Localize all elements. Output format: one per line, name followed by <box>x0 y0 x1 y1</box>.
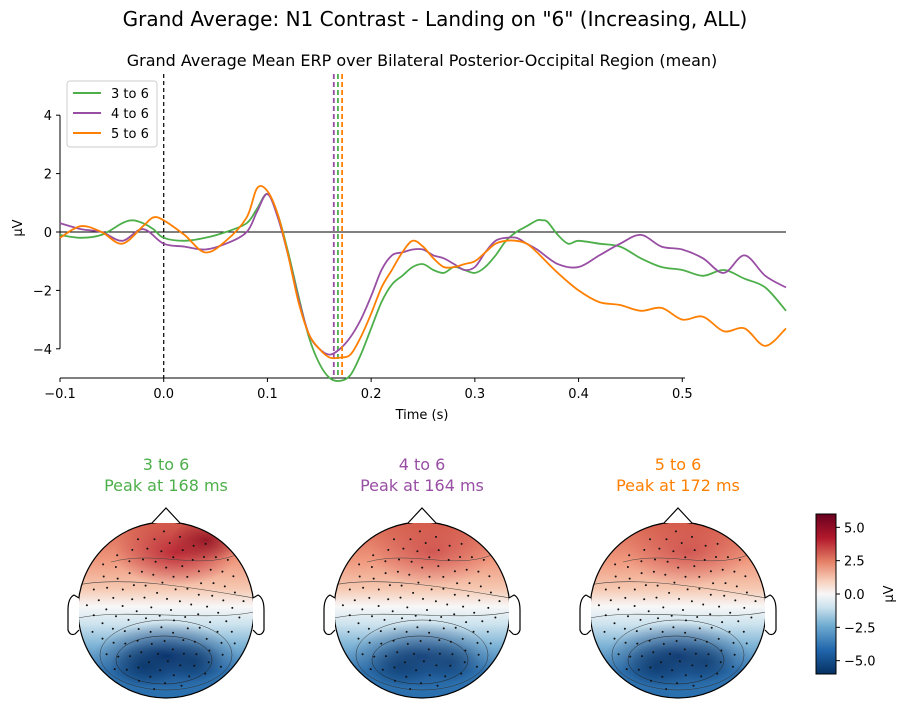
right-ear-icon <box>252 594 265 636</box>
y-tick-label: −4 <box>33 343 52 358</box>
topomap-title: 5 to 6 <box>655 455 702 474</box>
topomap-peak-label: Peak at 172 ms <box>616 476 740 495</box>
x-tick-label: 0.0 <box>153 387 174 402</box>
topomap-peak-label: Peak at 164 ms <box>360 476 484 495</box>
left-ear-icon <box>579 594 592 636</box>
erp-chart-title: Grand Average Mean ERP over Bilateral Po… <box>127 51 718 70</box>
colorbar-tick-label: 2.5 <box>844 555 865 570</box>
right-ear-icon <box>508 594 521 636</box>
erp-series-group <box>59 74 787 382</box>
y-tick-label: −2 <box>33 284 52 299</box>
legend-entry: 3 to 6 <box>111 87 149 102</box>
sensor-dots <box>85 530 245 690</box>
erp-legend: 3 to 6 4 to 6 5 to 6 <box>66 80 158 148</box>
sensor-dots <box>341 530 501 690</box>
topomap-field <box>590 522 766 698</box>
x-tick-label: 0.3 <box>465 387 486 402</box>
series-line-3 <box>59 185 787 360</box>
x-tick-label: 0.1 <box>257 387 278 402</box>
y-tick-label: 2 <box>44 168 52 183</box>
nose-icon <box>151 507 181 524</box>
legend-entry: 5 to 6 <box>111 127 149 142</box>
topomap-field <box>334 522 510 698</box>
x-tick-label: 0.5 <box>672 387 693 402</box>
x-tick-label: 0.4 <box>568 387 589 402</box>
sensor-dots <box>597 530 757 690</box>
legend-frame <box>66 80 158 148</box>
right-ear-icon <box>764 594 777 636</box>
colorbar-scale <box>815 513 837 675</box>
topomap-row: 3 to 6 Peak at 168 ms 4 to 6 Peak at 164 ms… <box>67 455 777 699</box>
colorbar-tick-label: −5.0 <box>844 655 876 670</box>
legend-entry: 4 to 6 <box>111 107 149 122</box>
topomap-title: 4 to 6 <box>399 455 446 474</box>
topomap-1: 3 to 6 Peak at 168 ms <box>67 455 265 699</box>
topomap-3: 5 to 6 Peak at 172 ms <box>579 455 777 699</box>
x-tick-label: 0.2 <box>361 387 382 402</box>
topomap-title: 3 to 6 <box>143 455 190 474</box>
figure-suptitle: Grand Average: N1 Contrast - Landing on … <box>123 7 748 31</box>
colorbar-tick-label: 5.0 <box>844 521 865 536</box>
topomap-peak-label: Peak at 168 ms <box>104 476 228 495</box>
colorbar-tick-label: −2.5 <box>844 621 876 636</box>
colorbar: µV 5.0 2.5 0.0 −2.5 −5.0 <box>815 513 897 675</box>
left-ear-icon <box>323 594 336 636</box>
colorbar-label: µV <box>882 585 897 602</box>
erp-line-chart: Grand Average Mean ERP over Bilateral Po… <box>11 51 787 423</box>
x-axis-label: Time (s) <box>395 408 449 423</box>
y-axis-label: µV <box>11 219 26 236</box>
left-ear-icon <box>67 594 80 636</box>
series-line-1 <box>59 193 787 382</box>
topomap-2: 4 to 6 Peak at 164 ms <box>323 455 521 699</box>
nose-icon <box>407 507 437 524</box>
series-line-2 <box>59 193 787 356</box>
y-tick-label: 0 <box>44 226 52 241</box>
x-tick-label: −0.1 <box>44 387 76 402</box>
colorbar-tick-label: 0.0 <box>844 588 865 603</box>
y-tick-label: 4 <box>44 109 52 124</box>
topomap-field <box>78 522 254 698</box>
nose-icon <box>663 507 693 524</box>
